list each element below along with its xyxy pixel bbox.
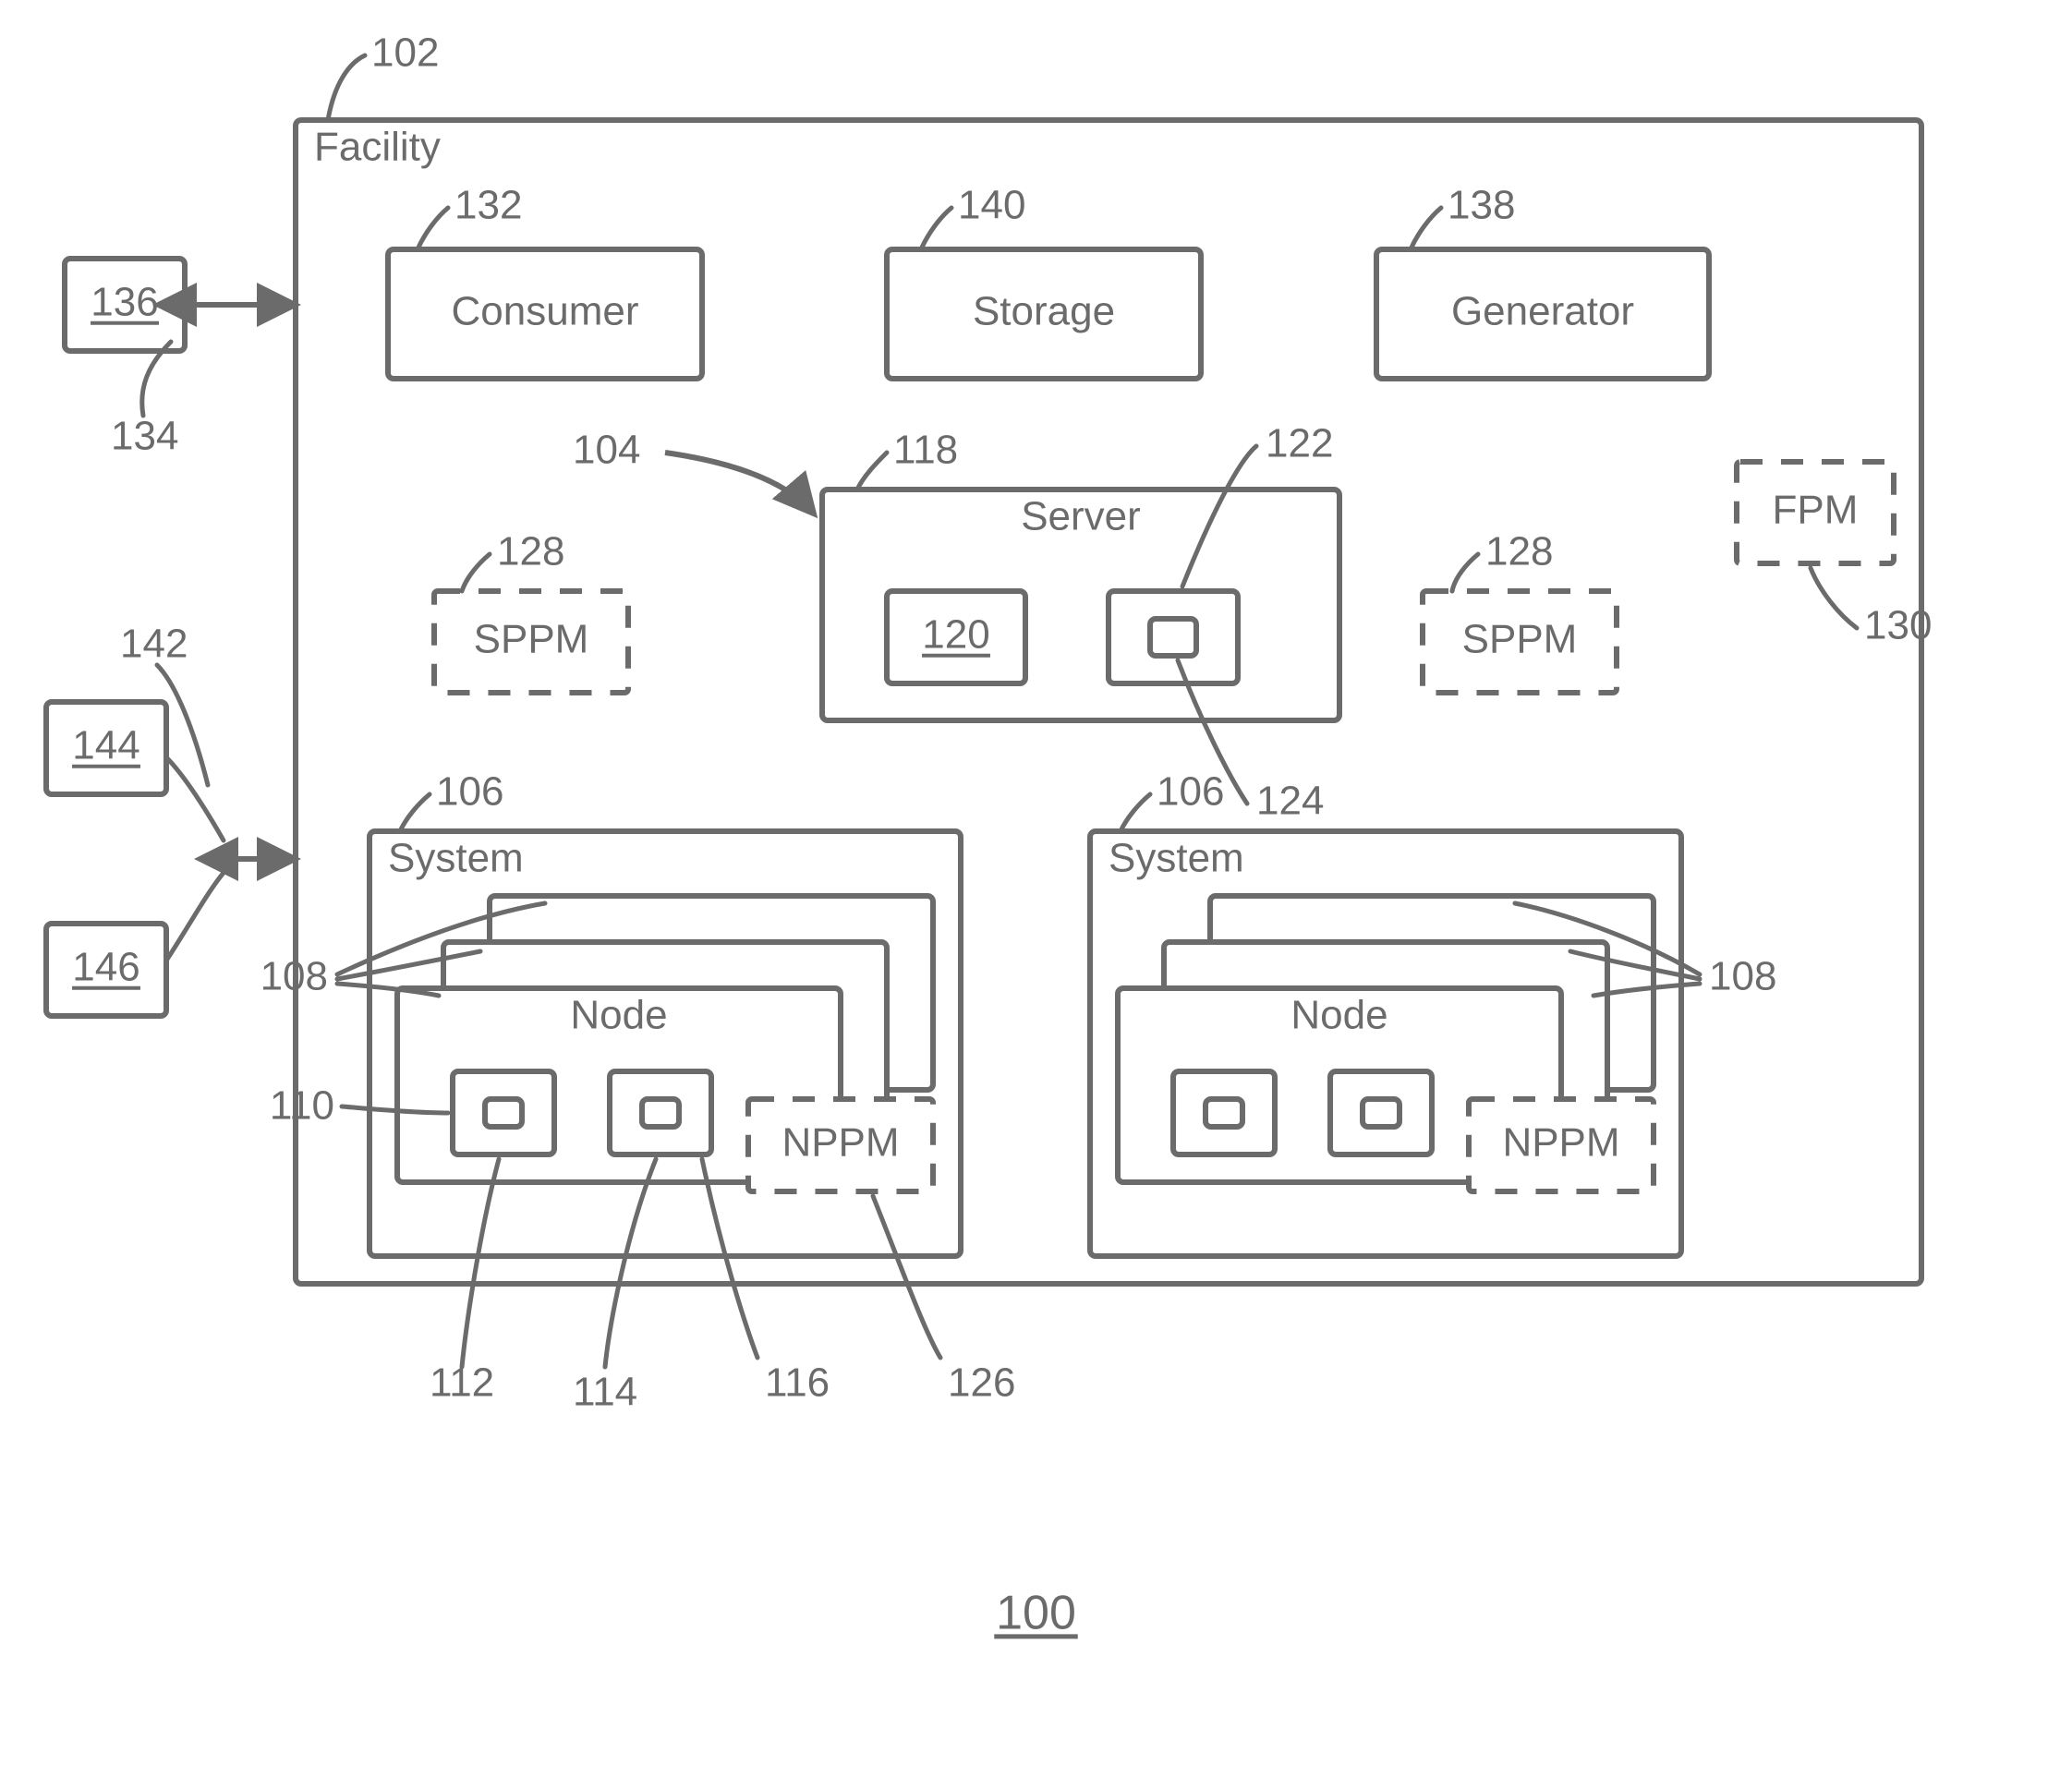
box-label: 136 bbox=[91, 280, 158, 325]
box-nLf-c2-i bbox=[642, 1099, 679, 1127]
box-s122-i bbox=[1150, 619, 1196, 656]
diagram-svg: Facility Consumer Storage Generator Server 12… bbox=[0, 0, 2072, 1777]
box-nLf-c1-i bbox=[485, 1099, 522, 1127]
box-label: 146 bbox=[72, 945, 139, 990]
box-label: System bbox=[1109, 836, 1244, 881]
refnum-n102: 102 bbox=[371, 30, 439, 76]
refnum-n128r: 128 bbox=[1485, 529, 1553, 574]
box-label: Consumer bbox=[452, 289, 639, 334]
box-label: SPPM bbox=[474, 617, 589, 662]
refnum-n114: 114 bbox=[573, 1370, 637, 1415]
box-label: Server bbox=[1021, 494, 1141, 539]
refnum-n104: 104 bbox=[573, 428, 640, 473]
box-label: 120 bbox=[922, 612, 989, 658]
refnum-n110: 110 bbox=[270, 1083, 334, 1129]
box-label: Facility bbox=[314, 125, 441, 170]
box-label: NPPM bbox=[1502, 1120, 1619, 1166]
refnum-n126: 126 bbox=[948, 1360, 1015, 1406]
refnum-n124: 124 bbox=[1256, 779, 1324, 824]
box-nRf-c2-i bbox=[1363, 1099, 1400, 1127]
refnum-n112: 112 bbox=[430, 1360, 494, 1406]
refnum-n134: 134 bbox=[111, 414, 178, 459]
refnum-n118: 118 bbox=[893, 428, 958, 473]
box-label: Node bbox=[1290, 993, 1387, 1038]
box-label: SPPM bbox=[1462, 617, 1578, 662]
box-label: Storage bbox=[973, 289, 1115, 334]
refnum-n108r: 108 bbox=[1709, 954, 1776, 999]
box-label: Node bbox=[570, 993, 667, 1038]
box-label: FPM bbox=[1773, 488, 1859, 533]
refnum-n142: 142 bbox=[120, 622, 188, 667]
refnum-n132: 132 bbox=[454, 183, 522, 228]
refnum-n138: 138 bbox=[1448, 183, 1515, 228]
box-label: 144 bbox=[72, 723, 139, 768]
box-label: System bbox=[388, 836, 524, 881]
refnum-n106l: 106 bbox=[436, 769, 503, 815]
box-label: Generator bbox=[1451, 289, 1634, 334]
figure-number: 100 bbox=[996, 1587, 1076, 1640]
refnum-n106r: 106 bbox=[1157, 769, 1224, 815]
refnum-n140: 140 bbox=[958, 183, 1025, 228]
refnum-n108l: 108 bbox=[261, 954, 328, 999]
box-label: NPPM bbox=[782, 1120, 899, 1166]
refnum-n122: 122 bbox=[1266, 421, 1333, 466]
refnum-n128l: 128 bbox=[497, 529, 564, 574]
refnum-n130: 130 bbox=[1864, 603, 1932, 648]
refnum-n116: 116 bbox=[765, 1360, 830, 1406]
diagram-root: Facility Consumer Storage Generator Server 12… bbox=[0, 0, 2072, 1777]
box-nRf-c1-i bbox=[1206, 1099, 1242, 1127]
